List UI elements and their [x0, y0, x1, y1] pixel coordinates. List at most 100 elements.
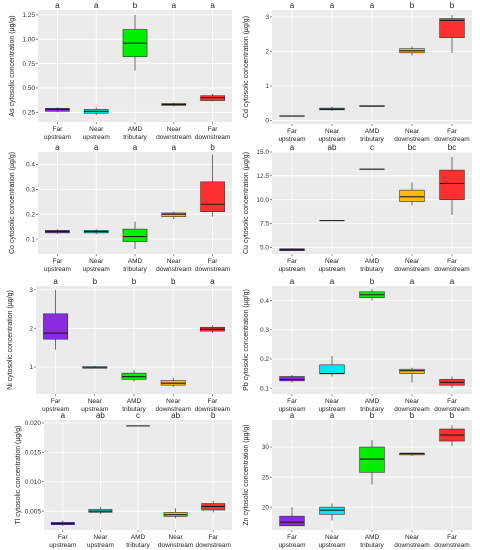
y-axis-label: Cu cytosolic concentration (µg/g)	[243, 152, 250, 254]
x-tick-label: Far	[287, 398, 298, 405]
panel-3: 0.1 0.2 0.3 0.4 Co cytosolic concentration (…	[9, 143, 232, 273]
x-tick-label: Far	[447, 398, 458, 405]
x-tick-label: downstream	[156, 266, 191, 273]
box-1	[279, 376, 305, 382]
significance-letter: a	[330, 277, 335, 286]
x-tick-label: Near	[89, 126, 104, 133]
x-tick-label: Far	[447, 128, 458, 135]
significance-letter: a	[55, 143, 60, 152]
x-tick-label: Far	[208, 534, 219, 541]
x-tick-label: Near	[325, 128, 340, 135]
x-tick-label: downstream	[156, 134, 191, 141]
x-tick-label: upstream	[318, 406, 345, 413]
x-tick-label: upstream	[44, 134, 71, 141]
significance-letter: b	[450, 411, 455, 420]
significance-letter: c	[370, 143, 374, 152]
y-tick-label: 3	[265, 14, 269, 21]
x-tick-label: upstream	[318, 542, 345, 549]
x-tick-label: Far	[53, 126, 64, 133]
x-tick-label: upstream	[83, 134, 110, 141]
significance-letter: a	[53, 277, 58, 286]
significance-letter: a	[370, 1, 375, 10]
significance-letter: a	[172, 143, 177, 152]
significance-letter: a	[330, 1, 335, 10]
x-tick-label: downstream	[394, 542, 429, 549]
y-axis-label: Ni cytosolic concentration (µg/g)	[7, 290, 14, 390]
x-tick-label: AMD	[128, 126, 143, 133]
x-tick-label: Near	[93, 534, 108, 541]
x-tick-label: Far	[58, 534, 69, 541]
y-tick-label: 0.2	[260, 356, 269, 363]
x-tick-label: Near	[325, 534, 340, 541]
y-tick-label: 0.4	[26, 162, 35, 169]
x-tick-label: downstream	[434, 542, 469, 549]
significance-letter: a	[210, 277, 215, 286]
significance-letter: a	[290, 277, 295, 286]
x-tick-label: Far	[287, 258, 298, 265]
y-tick-label: 10.0	[256, 197, 269, 204]
y-tick-label: 30	[262, 444, 270, 451]
y-tick-label: 2	[29, 326, 33, 333]
panel-2: 0 1 2 3 Cd cytosolic concentration (µg/g) Far…	[243, 1, 472, 143]
y-tick-label: 0.005	[25, 508, 42, 515]
y-tick-label: 5.0	[260, 245, 269, 252]
box-2	[319, 364, 345, 374]
significance-letter: b	[410, 1, 415, 10]
x-tick-label: Far	[287, 534, 298, 541]
significance-letter: a	[290, 1, 295, 10]
x-tick-label: Near	[167, 126, 182, 133]
x-tick-label: upstream	[83, 266, 110, 273]
x-tick-label: Far	[208, 258, 219, 265]
x-tick-label: Near	[89, 258, 104, 265]
significance-letter: a	[94, 143, 99, 152]
x-tick-label: downstream	[195, 266, 230, 273]
significance-letter: b	[171, 277, 176, 286]
y-tick-label: 0.015	[25, 450, 42, 457]
x-tick-label: tributary	[123, 134, 147, 141]
y-tick-label: 20	[262, 504, 270, 511]
panel-8: 20 25 30 Zn cytosolic concentration (µg/g) F…	[243, 411, 472, 549]
y-tick-label: 1	[265, 83, 269, 90]
x-tick-label: tributary	[360, 406, 384, 413]
significance-letter: b	[133, 1, 138, 10]
x-tick-label: downstream	[155, 406, 190, 413]
significance-letter: a	[133, 143, 138, 152]
y-axis-label: Zn cytosolic concentration (µg/g)	[243, 424, 250, 525]
x-tick-label: Near	[405, 398, 420, 405]
significance-letter: b	[93, 277, 98, 286]
x-tick-label: downstream	[195, 542, 230, 549]
significance-letter: a	[210, 1, 215, 10]
x-tick-label: tributary	[123, 266, 147, 273]
panel-4: 5.0 7.5 10.0 12.5 15.0 Cu cytosolic concentra…	[243, 143, 472, 273]
significance-letter: a	[61, 411, 66, 420]
x-tick-label: downstream	[394, 136, 429, 143]
significance-letter: b	[410, 411, 415, 420]
y-tick-label: 0.1	[260, 385, 269, 392]
y-tick-label: 0.3	[260, 327, 269, 334]
y-axis-label: Tl cytosolic concentration (µg/g)	[15, 426, 22, 525]
y-tick-label: 0.25	[22, 109, 35, 116]
y-tick-label: 3	[29, 287, 33, 294]
significance-letter: a	[172, 1, 177, 10]
x-tick-label: downstream	[394, 406, 429, 413]
significance-letter: a	[450, 277, 455, 286]
y-axis-label: Pb cytosolic concentration (µg/g)	[243, 289, 250, 391]
significance-letter: ab	[171, 411, 180, 420]
significance-letter: a	[410, 277, 415, 286]
x-tick-label: Far	[208, 398, 219, 405]
box-2	[319, 506, 345, 515]
y-tick-label: 0.4	[260, 298, 269, 305]
x-tick-label: AMD	[127, 398, 142, 405]
x-tick-label: upstream	[278, 542, 305, 549]
x-tick-label: AMD	[365, 534, 380, 541]
box-4	[399, 368, 425, 374]
y-tick-label: 12.5	[256, 173, 269, 180]
y-tick-label: 0.020	[25, 420, 42, 427]
significance-letter: c	[136, 411, 140, 420]
x-tick-label: Far	[447, 534, 458, 541]
x-tick-label: upstream	[49, 542, 76, 549]
x-tick-label: Near	[88, 398, 103, 405]
y-tick-label: 0.3	[26, 187, 35, 194]
